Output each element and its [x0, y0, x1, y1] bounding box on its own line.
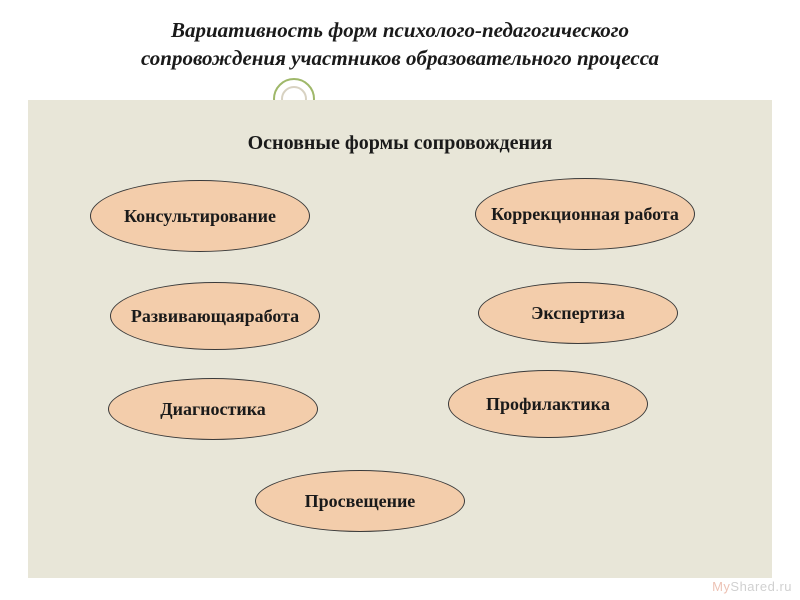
bubble-text: ние: [247, 206, 276, 227]
bubble-prevention: Профилактика: [448, 370, 648, 438]
bubble-text: я работа: [610, 204, 679, 225]
title-line-1: Вариативность форм психолого-педагогичес…: [0, 18, 800, 43]
bubble-correction: Коррекционная работа: [475, 178, 695, 250]
subtitle: Основные формы сопровождения: [0, 132, 800, 155]
bubble-text: Диагностика: [160, 399, 266, 420]
bubble-education: Просвещение: [255, 470, 465, 532]
bubble-text: Консультирова: [124, 206, 247, 227]
bubble-text: Развивающая: [131, 306, 245, 327]
bubble-developing: Развивающаяработа: [110, 282, 320, 350]
watermark-prefix: My: [712, 579, 730, 594]
watermark-suffix: Shared.ru: [730, 579, 792, 594]
watermark: MyShared.ru: [712, 579, 792, 594]
bubble-diagnostics: Диагностика: [108, 378, 318, 440]
bubble-text: Просвещение: [305, 491, 416, 512]
bubble-text: а: [601, 394, 610, 415]
bubble-text: Профилактик: [486, 394, 601, 415]
bubble-text: Коррекционна: [491, 204, 610, 225]
bubble-consulting: Консультирование: [90, 180, 310, 252]
bubble-text: работа: [245, 306, 300, 327]
title-line-2: сопровождения участников образовательног…: [0, 46, 800, 71]
bubble-expertise: Экспертиза: [478, 282, 678, 344]
slide: Вариативность форм психолого-педагогичес…: [0, 0, 800, 600]
bubble-text: Экспертиза: [531, 303, 625, 324]
